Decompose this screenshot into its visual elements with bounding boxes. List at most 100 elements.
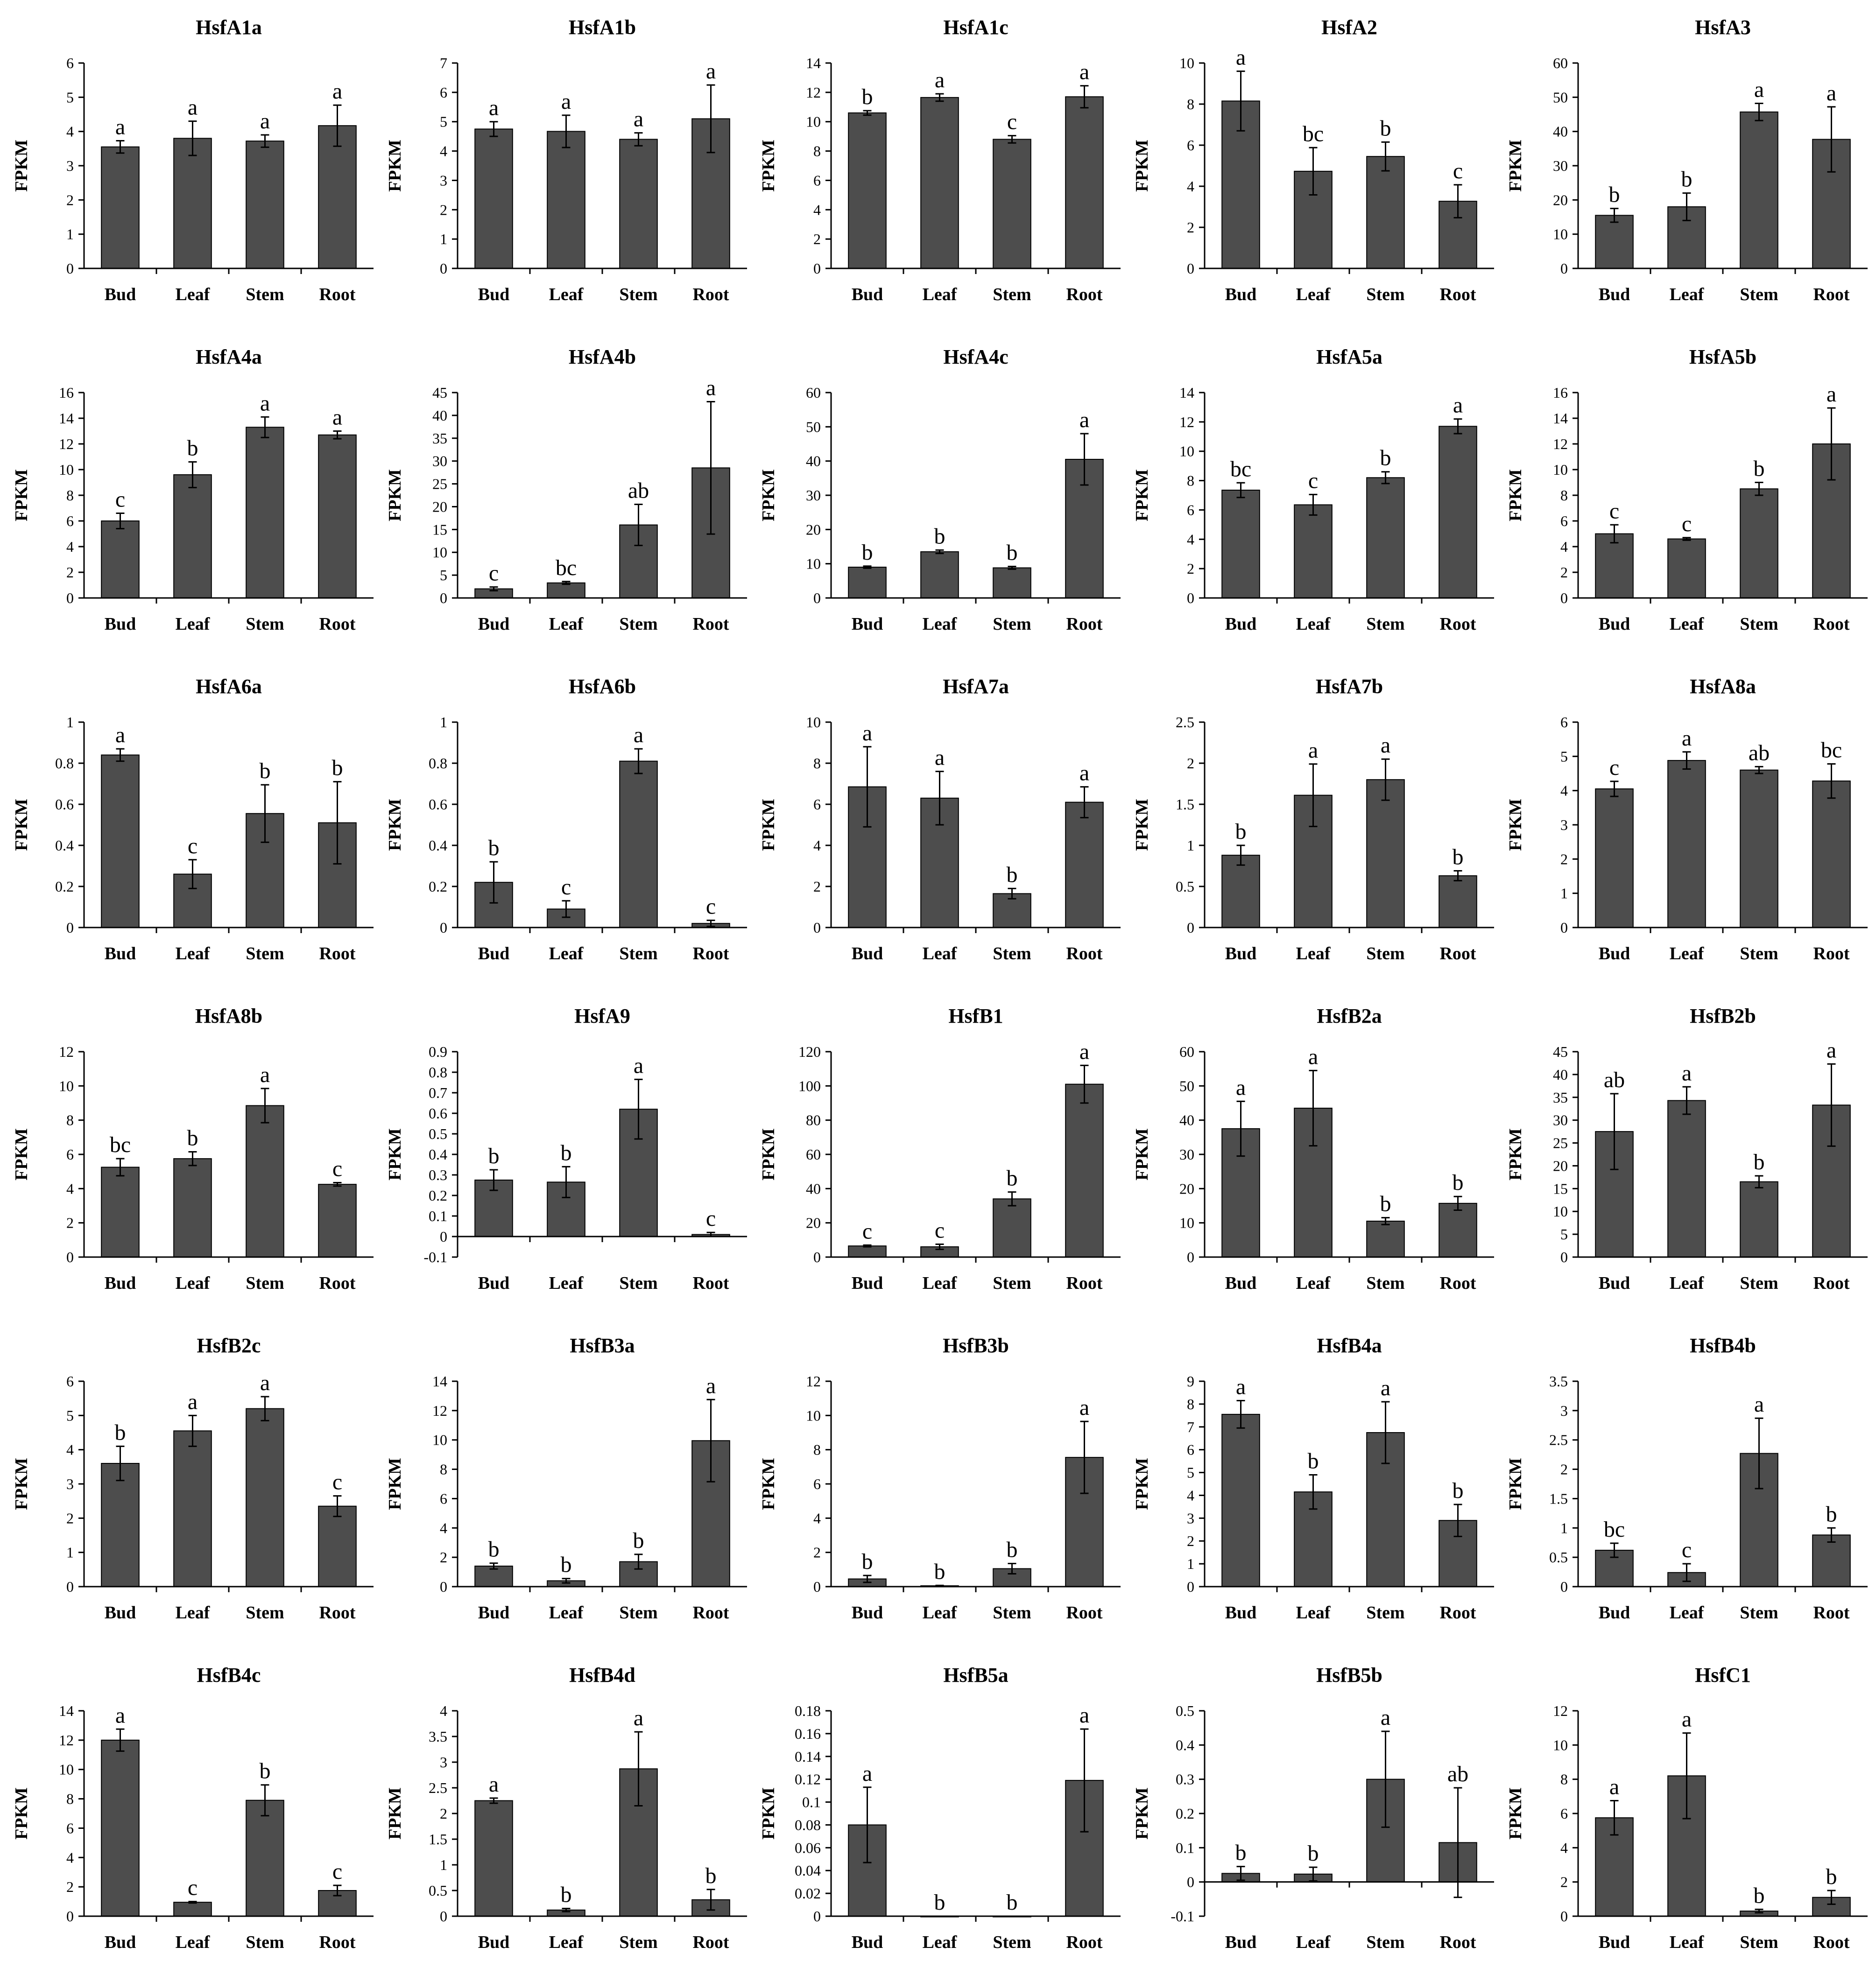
x-tick-label: Root — [1813, 1603, 1849, 1623]
error-bar — [1682, 1732, 1691, 1820]
y-axis-label: FPKM — [1132, 1458, 1152, 1510]
bar-root — [1065, 96, 1104, 269]
x-tick-label: Root — [1813, 285, 1849, 304]
chart-panel: HsfB1 FPKM c c b a 0 20 40 60 80 100 120 Bud Leaf Stem R… — [759, 1005, 1121, 1293]
error-bar — [1453, 1195, 1462, 1211]
y-tick-label: 100 — [798, 1077, 821, 1094]
y-tick-label: 2 — [66, 1878, 74, 1895]
y-tick-label: 10 — [806, 1407, 821, 1424]
error-bar — [1309, 147, 1318, 196]
y-tick-label: 0.5 — [429, 1882, 447, 1899]
y-tick-label: 4 — [1187, 531, 1194, 548]
y-tick-label: 4 — [440, 1519, 447, 1536]
error-bar — [489, 1562, 498, 1570]
y-tick-label: 6 — [813, 1476, 821, 1492]
y-tick-label: 16 — [1553, 384, 1568, 401]
chart-title: HsfA8a — [1690, 675, 1756, 698]
significance-letter: b — [1609, 183, 1620, 207]
y-tick-label: 10 — [1553, 461, 1568, 478]
x-tick-label: Leaf — [549, 1273, 584, 1293]
x-tick-label: Leaf — [176, 1603, 211, 1623]
chart-title: HsfA1b — [569, 16, 636, 39]
y-tick-label: 15 — [1553, 1180, 1568, 1197]
chart-panel: HsfB3b FPKM b b b a 0 2 4 6 8 10 12 Bud Leaf Stem Root — [759, 1334, 1121, 1623]
chart-title: HsfB1 — [948, 1005, 1003, 1027]
significance-letter: b — [561, 1140, 572, 1165]
y-tick-label: 60 — [1553, 55, 1568, 71]
bar-stem — [1740, 488, 1778, 598]
y-tick-label: 10 — [432, 544, 447, 561]
y-tick-label: 40 — [1179, 1112, 1194, 1129]
y-tick-label: 5 — [1560, 1226, 1568, 1243]
significance-letter: b — [934, 1890, 945, 1915]
y-tick-label: 5 — [1187, 1464, 1194, 1481]
y-axis-label: FPKM — [1132, 469, 1152, 521]
bar-bud — [1595, 215, 1634, 269]
x-tick-label: Stem — [246, 944, 284, 963]
y-tick-label: 2 — [1560, 564, 1568, 581]
error-bar — [1309, 493, 1318, 516]
chart-title: HsfB5a — [943, 1664, 1008, 1687]
error-bar — [1682, 1563, 1691, 1582]
error-bar — [116, 1445, 125, 1482]
significance-letter: b — [1453, 845, 1464, 870]
x-tick-label: Bud — [105, 944, 136, 963]
x-tick-label: Root — [1066, 285, 1102, 304]
bar-leaf — [547, 131, 585, 269]
y-tick-label: 120 — [798, 1043, 821, 1060]
significance-letter: a — [1308, 738, 1318, 763]
chart-panel: HsfB2a FPKM a a b b 0 10 20 30 40 50 60 Bud Leaf Stem Ro… — [1132, 1005, 1494, 1293]
chart-title: HsfB4d — [569, 1664, 635, 1687]
significance-letter: a — [706, 1373, 716, 1398]
y-tick-label: 6 — [1560, 513, 1568, 529]
y-tick-label: 6 — [66, 1373, 74, 1390]
error-bar — [1610, 1542, 1619, 1558]
x-tick-label: Leaf — [1670, 944, 1705, 963]
error-bar — [863, 565, 872, 569]
error-bar — [1755, 1417, 1763, 1490]
chart-panel: HsfA1b FPKM a a a a 0 1 2 3 4 5 6 7 Bud Leaf Stem Root — [385, 16, 747, 304]
x-tick-label: Leaf — [549, 1603, 584, 1623]
error-bar — [1309, 1474, 1318, 1510]
y-tick-label: 50 — [806, 418, 821, 435]
y-tick-label: 30 — [1553, 1112, 1568, 1129]
error-bar — [1453, 418, 1462, 435]
significance-letter: bc — [1821, 738, 1842, 762]
error-bar — [333, 1884, 342, 1897]
y-axis-label: FPKM — [759, 1458, 778, 1510]
significance-letter: c — [1682, 1538, 1692, 1562]
x-tick-label: Leaf — [549, 1933, 584, 1952]
y-tick-label: 10 — [1553, 1736, 1568, 1753]
bar-stem — [246, 141, 284, 269]
error-bar — [261, 1088, 269, 1124]
error-bar — [1236, 844, 1245, 866]
x-tick-label: Root — [319, 614, 355, 634]
chart-panel: HsfB2c FPKM b a a c 0 1 2 3 4 5 6 Bud Leaf Stem Root — [12, 1334, 374, 1623]
error-bar — [562, 1166, 571, 1198]
x-tick-label: Leaf — [923, 285, 958, 304]
significance-letter: a — [188, 95, 197, 120]
y-tick-label: 2 — [813, 878, 821, 895]
y-tick-label: 0.7 — [429, 1084, 447, 1101]
x-tick-label: Stem — [1366, 285, 1404, 304]
bar-root — [318, 1184, 357, 1258]
significance-letter: b — [561, 1883, 572, 1907]
error-bar — [1008, 1191, 1016, 1207]
y-tick-label: 15 — [432, 521, 447, 538]
y-tick-label: 60 — [806, 384, 821, 401]
significance-letter: b — [488, 836, 500, 860]
y-tick-label: 2.5 — [1549, 1432, 1568, 1448]
y-tick-label: 2 — [66, 1510, 74, 1526]
error-bar — [562, 581, 571, 585]
significance-letter: b — [862, 540, 873, 565]
y-tick-label: 12 — [432, 1402, 447, 1419]
y-tick-label: 3 — [66, 1476, 74, 1492]
y-axis-label: FPKM — [759, 1787, 778, 1840]
significance-letter: b — [561, 1553, 572, 1577]
x-tick-label: Stem — [993, 944, 1031, 963]
y-tick-label: 50 — [1553, 89, 1568, 105]
bar-root — [1439, 426, 1477, 598]
significance-letter: b — [862, 84, 873, 109]
chart-panel: HsfA3 FPKM b b a a 0 10 20 30 40 50 60 Bud Leaf Stem Roo… — [1506, 16, 1868, 304]
bar-root — [1065, 801, 1104, 928]
